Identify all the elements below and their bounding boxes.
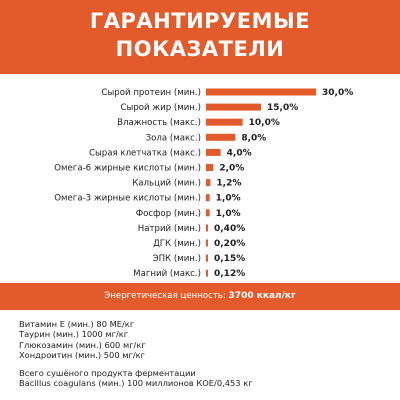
bar-label: Кальций (мин.) — [132, 179, 201, 189]
additional-nutrients: Витамин Е (мин.) 80 МЕ/кг Таурин (мин.) … — [19, 319, 389, 388]
bar — [206, 88, 316, 96]
bar-label: ЭПК (мин.) — [153, 254, 201, 264]
bar-value-label: 1,2% — [216, 179, 241, 189]
bar-value-label: 2,0% — [219, 164, 244, 174]
bar-label: Влажность (макс.) — [117, 118, 201, 128]
bar — [206, 194, 210, 202]
bar-value-label: 8,0% — [241, 133, 266, 143]
bar — [206, 209, 210, 217]
extra-line-ferment-1: Всего сушёного продукта ферментации — [19, 367, 196, 378]
bar-value-label: 0,12% — [214, 269, 245, 279]
title-banner: ГАРАНТИРУЕМЫЕ ПОКАЗАТЕЛИ — [0, 0, 400, 74]
bar — [206, 103, 261, 111]
bar-label: Сырой жир (мин.) — [121, 103, 201, 113]
bar-value-label: 1,0% — [216, 209, 241, 219]
bar — [206, 148, 221, 156]
bar-value-label: 1,0% — [216, 194, 241, 204]
bar-value-label: 10,0% — [249, 118, 280, 128]
bar — [206, 133, 236, 141]
bar-value-label: 15,0% — [267, 103, 298, 113]
bar-value-label: 0,20% — [214, 239, 245, 249]
bar-label: ДГК (мин.) — [153, 239, 201, 249]
bar-label: Зола (макс.) — [146, 133, 201, 143]
bar — [206, 179, 211, 187]
title-line-1: ГАРАНТИРУЕМЫЕ — [89, 9, 311, 33]
bar-label: Сырой протеин (мин.) — [102, 88, 202, 98]
extra-line-glucosamine: Глюкозамин (мин.) 600 мг/кг — [19, 339, 146, 350]
energy-label: Энергетическая ценность: — [104, 291, 226, 301]
extra-line-ferment-2: Bacillus coagulans (мин.) 100 миллионов … — [19, 378, 253, 389]
bar-label: Омега-3 жирные кислоты (мин.) — [54, 194, 201, 204]
extra-line-taurine: Таурин (мин.) 1000 мг/кг — [19, 329, 129, 340]
bar-value-label: 0,40% — [214, 224, 245, 234]
bar-label: Магний (макс.) — [133, 269, 201, 279]
bar — [206, 224, 208, 232]
bar-value-label: 30,0% — [322, 88, 353, 98]
bar — [206, 164, 214, 171]
bar — [206, 254, 208, 262]
bar-label: Фосфор (мин.) — [136, 209, 201, 219]
title-line-2: ПОКАЗАТЕЛИ — [115, 37, 285, 61]
extra-line-chondroitin: Хондроитин (мин.) 500 мг/кг — [19, 350, 146, 361]
bar-label: Натрий (мин.) — [138, 224, 201, 234]
bar-label: Сырая клетчатка (макс.) — [89, 148, 201, 158]
bar-value-label: 0,15% — [214, 254, 245, 264]
energy-value: 3700 ккал/кг — [228, 291, 296, 301]
guaranteed-analysis-chart: Сырой протеин (мин.) 30,0% Сырой жир (мин.… — [54, 88, 353, 279]
energy-banner: Энергетическая ценность: 3700 ккал/кг — [0, 283, 400, 310]
extra-line-vitamin-e: Витамин Е (мин.) 80 МЕ/кг — [19, 319, 135, 329]
bar — [206, 269, 208, 277]
bar — [206, 239, 208, 247]
bar-label: Омега-6 жирные кислоты (мин.) — [54, 164, 201, 174]
bar — [206, 118, 243, 126]
bar-value-label: 4,0% — [227, 148, 252, 158]
